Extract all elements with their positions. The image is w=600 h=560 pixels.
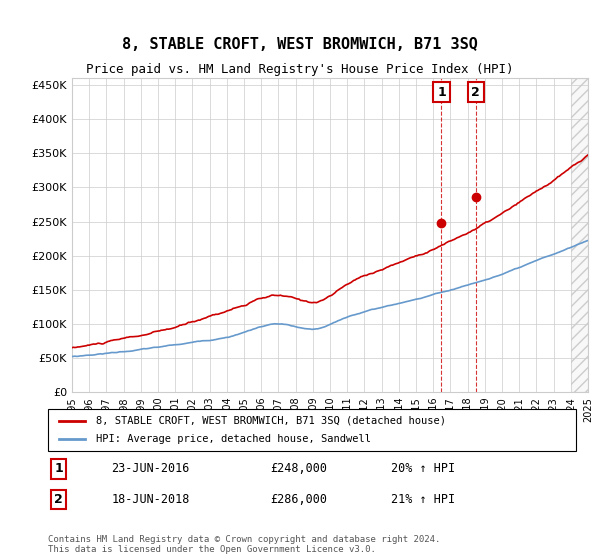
FancyBboxPatch shape <box>48 409 576 451</box>
Bar <box>571 78 588 392</box>
Text: 1: 1 <box>54 463 63 475</box>
Text: 2: 2 <box>54 493 63 506</box>
Text: 8, STABLE CROFT, WEST BROMWICH, B71 3SQ: 8, STABLE CROFT, WEST BROMWICH, B71 3SQ <box>122 38 478 52</box>
Text: £286,000: £286,000 <box>270 493 327 506</box>
Text: 1: 1 <box>437 86 446 99</box>
Text: £248,000: £248,000 <box>270 463 327 475</box>
Text: 18-JUN-2018: 18-JUN-2018 <box>112 493 190 506</box>
Text: 2: 2 <box>472 86 480 99</box>
Text: Contains HM Land Registry data © Crown copyright and database right 2024.
This d: Contains HM Land Registry data © Crown c… <box>48 535 440 554</box>
Text: 20% ↑ HPI: 20% ↑ HPI <box>391 463 455 475</box>
Text: Price paid vs. HM Land Registry's House Price Index (HPI): Price paid vs. HM Land Registry's House … <box>86 63 514 77</box>
Text: 8, STABLE CROFT, WEST BROMWICH, B71 3SQ (detached house): 8, STABLE CROFT, WEST BROMWICH, B71 3SQ … <box>95 416 446 426</box>
Text: 23-JUN-2016: 23-JUN-2016 <box>112 463 190 475</box>
Bar <box>571 78 588 392</box>
Text: 21% ↑ HPI: 21% ↑ HPI <box>391 493 455 506</box>
Text: HPI: Average price, detached house, Sandwell: HPI: Average price, detached house, Sand… <box>95 434 371 444</box>
